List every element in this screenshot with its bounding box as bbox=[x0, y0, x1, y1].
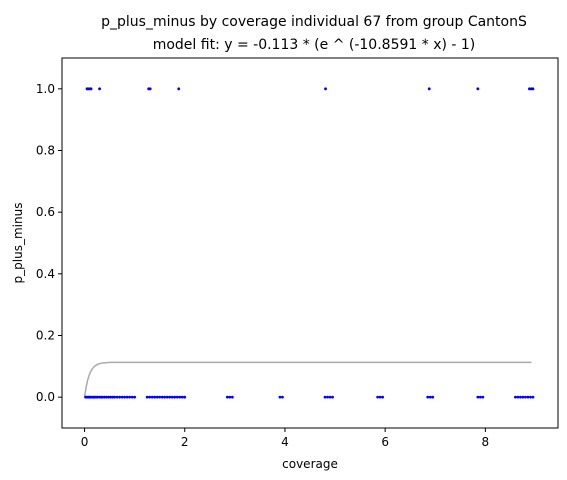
data-point bbox=[158, 395, 162, 399]
x-axis-label: coverage bbox=[282, 457, 338, 471]
data-point bbox=[225, 395, 229, 399]
data-point bbox=[531, 87, 535, 91]
y-tick-label: 0.4 bbox=[36, 267, 55, 281]
data-point bbox=[145, 395, 149, 399]
fit-layer bbox=[83, 361, 532, 398]
data-point bbox=[428, 395, 432, 399]
data-point bbox=[431, 395, 435, 399]
y-axis-ticks: 0.0 0.2 0.4 0.6 0.8 1.0 bbox=[36, 82, 62, 404]
data-point bbox=[183, 395, 187, 399]
data-point bbox=[324, 87, 327, 91]
data-point bbox=[476, 395, 480, 399]
data-point bbox=[96, 395, 99, 399]
data-point bbox=[120, 395, 124, 399]
data-point bbox=[476, 87, 480, 91]
data-point bbox=[170, 395, 174, 399]
data-point bbox=[514, 395, 517, 399]
data-point bbox=[175, 395, 179, 399]
data-point bbox=[118, 395, 122, 399]
data-point bbox=[524, 395, 527, 399]
data-point bbox=[148, 395, 152, 399]
data-point bbox=[230, 395, 234, 399]
data-point bbox=[123, 395, 127, 399]
data-point bbox=[165, 395, 169, 399]
data-point bbox=[155, 395, 159, 399]
data-point bbox=[281, 395, 284, 399]
data-point bbox=[528, 87, 531, 91]
points-layer bbox=[84, 87, 535, 399]
y-tick-label: 0.0 bbox=[36, 390, 55, 404]
data-point bbox=[173, 395, 177, 399]
data-point bbox=[481, 395, 485, 399]
data-point bbox=[111, 395, 114, 399]
data-point bbox=[531, 395, 535, 399]
data-point bbox=[109, 395, 112, 399]
y-tick-label: 0.2 bbox=[36, 329, 55, 343]
data-point bbox=[526, 395, 530, 399]
x-tick-label: 4 bbox=[281, 435, 289, 449]
data-point bbox=[228, 395, 232, 399]
data-point bbox=[128, 395, 132, 399]
data-point bbox=[148, 87, 152, 91]
y-axis-label: p_plus_minus bbox=[11, 203, 25, 284]
data-point bbox=[150, 395, 154, 399]
data-point bbox=[98, 87, 101, 91]
data-point bbox=[133, 395, 137, 399]
data-point bbox=[323, 395, 327, 399]
fit-curve bbox=[83, 361, 532, 398]
y-tick-label: 0.6 bbox=[36, 205, 55, 219]
data-point bbox=[178, 395, 182, 399]
data-point bbox=[426, 395, 430, 399]
data-point bbox=[103, 395, 106, 399]
x-tick-label: 6 bbox=[381, 435, 389, 449]
data-point bbox=[115, 395, 119, 399]
data-point bbox=[180, 395, 184, 399]
data-point bbox=[130, 395, 134, 399]
data-point bbox=[125, 395, 129, 399]
y-tick-label: 0.8 bbox=[36, 144, 55, 158]
data-point bbox=[516, 395, 520, 399]
y-tick-label: 1.0 bbox=[36, 82, 55, 96]
data-point bbox=[153, 395, 157, 399]
data-point bbox=[160, 395, 164, 399]
data-point bbox=[328, 395, 332, 399]
axes-frame bbox=[61, 57, 559, 429]
data-point bbox=[113, 395, 117, 399]
data-point bbox=[376, 395, 380, 399]
chart-subtitle: model fit: y = -0.113 * (e ^ (-10.8591 *… bbox=[153, 37, 476, 53]
data-point bbox=[107, 395, 110, 399]
data-point bbox=[519, 395, 522, 399]
data-point bbox=[521, 395, 525, 399]
data-point bbox=[331, 395, 334, 399]
data-point bbox=[529, 395, 532, 399]
data-point bbox=[326, 395, 329, 399]
data-point bbox=[278, 395, 282, 399]
data-point bbox=[378, 395, 382, 399]
chart-title: p_plus_minus by coverage individual 67 f… bbox=[101, 14, 527, 30]
data-point bbox=[89, 87, 93, 91]
x-axis-ticks: 0 2 4 6 8 bbox=[81, 428, 489, 449]
data-point bbox=[163, 395, 167, 399]
data-point bbox=[478, 395, 482, 399]
plot-area bbox=[83, 87, 535, 399]
x-tick-label: 8 bbox=[482, 435, 490, 449]
data-point bbox=[105, 395, 108, 399]
data-point bbox=[168, 395, 172, 399]
x-tick-label: 2 bbox=[181, 435, 189, 449]
data-point bbox=[177, 87, 181, 91]
x-tick-label: 0 bbox=[81, 435, 89, 449]
data-point bbox=[101, 395, 104, 399]
data-point bbox=[381, 395, 385, 399]
data-point bbox=[427, 87, 431, 91]
